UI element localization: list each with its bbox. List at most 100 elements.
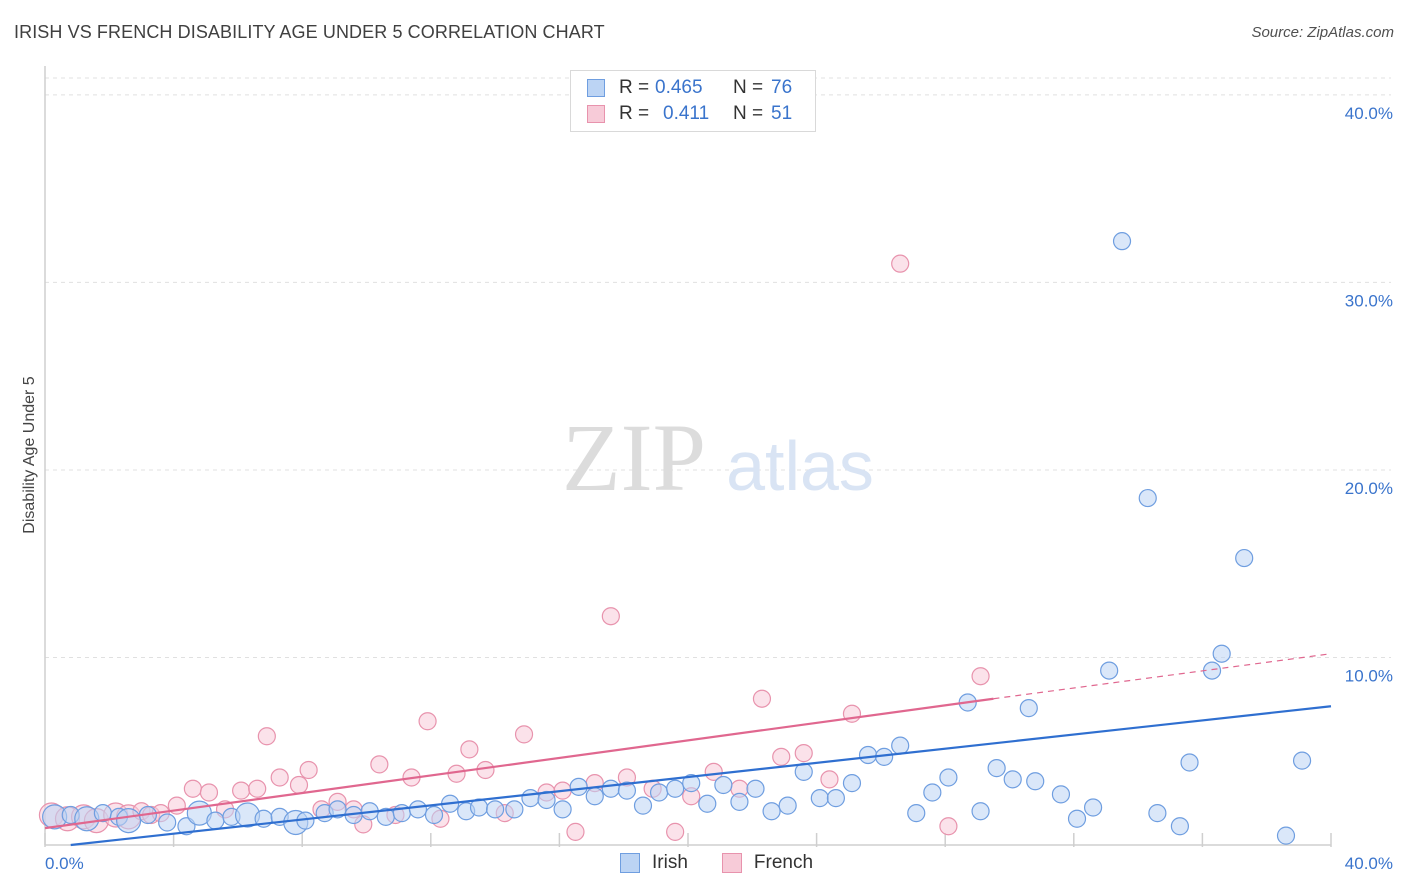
irish-point	[553, 800, 572, 819]
legend-row-irish: R = 0.465 N = 76	[587, 75, 792, 101]
irish-point	[206, 811, 225, 830]
french-point	[820, 770, 839, 789]
irish-point	[328, 800, 347, 819]
irish-n-value: 76	[771, 77, 793, 98]
irish-point	[1138, 488, 1157, 508]
irish-point	[1235, 548, 1254, 568]
french-swatch	[587, 105, 605, 123]
french-point	[601, 607, 620, 626]
french-n-label: N =	[733, 103, 764, 124]
irish-point	[730, 792, 749, 811]
irish-legend-label: Irish	[652, 852, 688, 873]
french-point	[666, 822, 685, 841]
x-tick-label-min: 0.0%	[45, 854, 84, 873]
french-point	[270, 768, 289, 787]
french-legend-label: French	[753, 852, 814, 873]
french-r-value: 0.411	[663, 103, 710, 124]
irish-r-label: R =	[619, 77, 650, 98]
y-tick-label: 10.0%	[1345, 666, 1393, 685]
irish-point	[408, 800, 428, 819]
french-point	[299, 760, 318, 780]
irish-legend-swatch	[620, 853, 640, 873]
irish-point	[1083, 798, 1103, 817]
chart-title: IRISH VS FRENCH DISABILITY AGE UNDER 5 C…	[14, 22, 605, 42]
french-point	[370, 755, 389, 774]
irish-point	[1019, 699, 1038, 718]
source-credit: Source: ZipAtlas.com	[1251, 24, 1394, 41]
french-point	[891, 254, 910, 273]
irish-point	[424, 805, 444, 825]
irish-point	[682, 774, 701, 793]
irish-point	[617, 781, 637, 800]
french-trend-extension	[993, 653, 1332, 700]
irish-point	[521, 789, 540, 808]
french-point	[257, 727, 276, 746]
irish-point	[1170, 817, 1189, 836]
french-point	[199, 783, 219, 802]
irish-point	[746, 779, 765, 798]
french-legend-swatch	[721, 853, 742, 873]
irish-point	[1100, 661, 1119, 680]
irish-point	[858, 745, 878, 765]
irish-point	[1112, 232, 1132, 251]
irish-point	[923, 783, 942, 802]
irish-point	[971, 802, 990, 821]
french-point	[289, 775, 309, 795]
french-n-value: 51	[771, 103, 793, 124]
legend-item-irish[interactable]: Irish	[620, 852, 688, 874]
irish-point	[666, 779, 685, 798]
irish-point	[1003, 770, 1022, 789]
french-point	[248, 779, 267, 798]
irish-point	[1051, 785, 1071, 804]
irish-point	[810, 789, 829, 808]
irish-point	[115, 808, 142, 834]
irish-point	[1067, 809, 1087, 828]
y-tick-label: 40.0%	[1345, 104, 1393, 123]
french-point	[232, 781, 251, 800]
irish-point	[939, 768, 958, 787]
irish-point	[778, 796, 797, 815]
french-point	[460, 740, 479, 759]
irish-point	[714, 775, 733, 795]
irish-point	[762, 802, 781, 821]
irish-point	[907, 804, 926, 823]
watermark-atlas: atlas	[726, 427, 874, 505]
french-point	[476, 760, 495, 780]
irish-point	[1026, 772, 1045, 791]
irish-point	[601, 779, 620, 798]
x-tick-label-max: 40.0%	[1345, 854, 1393, 873]
french-point	[704, 762, 723, 781]
irish-point	[505, 800, 524, 819]
french-point	[794, 744, 813, 763]
french-point	[939, 817, 958, 836]
french-point	[418, 712, 437, 731]
irish-r-value: 0.465	[655, 77, 703, 98]
legend-item-french[interactable]: French	[721, 852, 814, 874]
french-r-label: R =	[619, 103, 650, 124]
irish-point	[537, 790, 556, 810]
irish-point	[1180, 753, 1199, 772]
french-point	[514, 725, 534, 744]
irish-point	[1276, 826, 1296, 845]
french-point	[752, 689, 772, 708]
irish-trend-line	[70, 705, 1332, 847]
irish-point	[569, 777, 588, 796]
correlation-legend: R = 0.465 N = 76 R = 0.411 N = 51	[570, 70, 816, 132]
irish-point	[842, 774, 862, 793]
french-point	[971, 667, 990, 686]
legend-row-french: R = 0.411 N = 51	[587, 101, 792, 127]
irish-point	[698, 794, 717, 813]
irish-point	[1292, 751, 1312, 770]
irish-point	[158, 813, 177, 832]
irish-point	[486, 800, 505, 819]
series-legend: Irish French	[620, 852, 847, 874]
irish-point	[585, 787, 604, 806]
irish-point	[633, 796, 653, 815]
french-point	[566, 822, 585, 841]
irish-point	[1212, 644, 1231, 663]
y-axis-label: Disability Age Under 5	[21, 376, 38, 534]
y-tick-label: 20.0%	[1345, 479, 1393, 498]
irish-point	[826, 789, 845, 808]
french-trend-line	[44, 697, 994, 830]
irish-point	[1148, 804, 1167, 823]
